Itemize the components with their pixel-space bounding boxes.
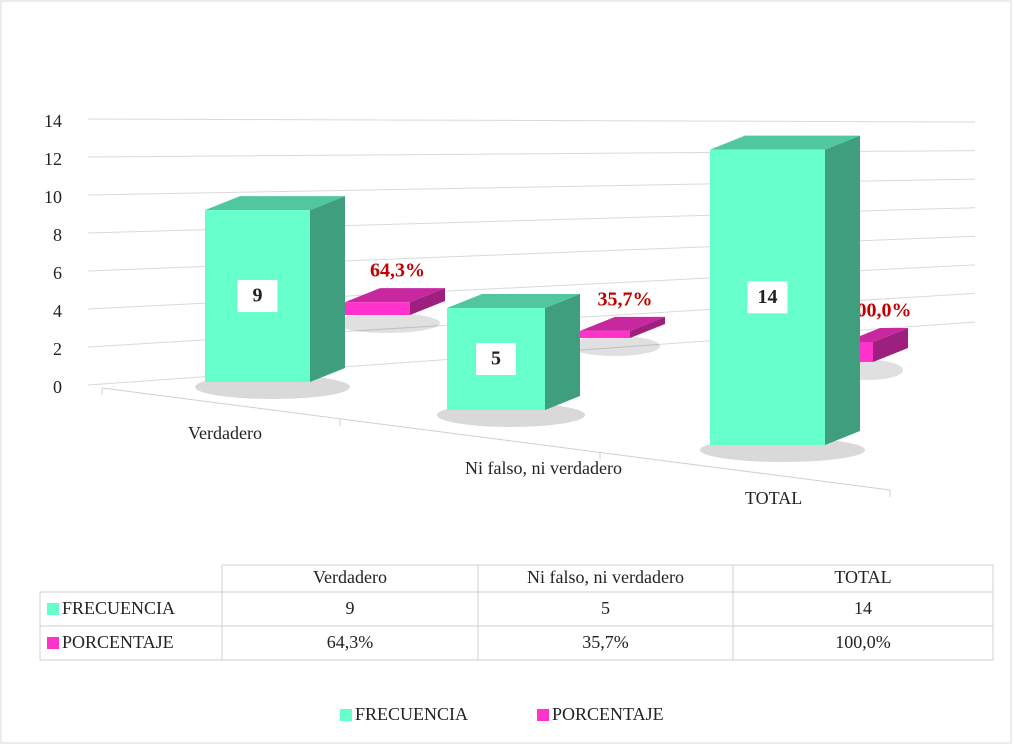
label-box	[476, 343, 516, 375]
frequency-bar-top	[710, 135, 860, 150]
data-label: 9	[253, 285, 263, 307]
table-key	[47, 603, 59, 615]
table-header: TOTAL	[834, 567, 891, 587]
frequency-bar-top	[447, 294, 580, 308]
table-value: 64,3%	[327, 632, 374, 652]
shadow	[335, 313, 440, 333]
table-series-name: PORCENTAJE	[62, 632, 174, 652]
percent-label: 100,0%	[847, 300, 912, 322]
frequency-bar-side	[545, 294, 580, 410]
table-cell	[732, 625, 994, 661]
percent-bar	[580, 330, 630, 338]
percent-bar-side	[630, 316, 665, 338]
table-value: 14	[854, 598, 872, 618]
x-axis	[101, 387, 891, 491]
percent-bar-top	[845, 328, 908, 342]
percent-bar	[345, 302, 410, 315]
x-tick-label: Ni falso, ni verdadero	[465, 458, 622, 478]
y-tick-label: 6	[53, 263, 62, 283]
label-box	[747, 281, 788, 314]
y-tick-label: 0	[53, 377, 62, 397]
percent-label: 35,7%	[598, 288, 653, 310]
y-tick-label: 4	[53, 301, 62, 321]
table-value: 5	[601, 598, 610, 618]
legend-label: PORCENTAJE	[552, 704, 664, 724]
shadow	[570, 336, 660, 356]
data-label: 14	[758, 286, 778, 308]
legend-swatch	[340, 709, 352, 721]
frequency-bar-side	[825, 135, 860, 445]
label-box	[237, 280, 278, 313]
data-label: 5	[491, 348, 501, 370]
frequency-bar-top	[205, 196, 345, 211]
legend-swatch	[537, 709, 549, 721]
percent-bar-top	[345, 288, 445, 303]
legend-label: FRECUENCIA	[355, 704, 468, 724]
table-value: 35,7%	[582, 632, 629, 652]
table-key	[47, 637, 59, 649]
table-value: 9	[346, 598, 355, 618]
y-tick-label: 2	[53, 339, 62, 359]
percent-bar-side	[873, 328, 908, 362]
frequency-bar-side	[310, 196, 345, 382]
percent-label: 64,3%	[370, 260, 425, 282]
y-tick-label: 12	[44, 149, 62, 169]
x-tick-label: Verdadero	[188, 423, 262, 443]
percent-bar-side	[410, 288, 445, 315]
table-series-name: FRECUENCIA	[62, 598, 175, 618]
y-tick-label: 14	[44, 111, 62, 131]
percent-bar-top	[580, 316, 665, 331]
table-header: Verdadero	[313, 567, 387, 587]
y-tick-label: 8	[53, 225, 62, 245]
x-tick-label: TOTAL	[745, 488, 802, 508]
y-tick-label: 10	[44, 187, 62, 207]
table-value: 100,0%	[835, 632, 891, 652]
table-header: Ni falso, ni verdadero	[527, 567, 684, 587]
grid-line	[87, 118, 976, 123]
